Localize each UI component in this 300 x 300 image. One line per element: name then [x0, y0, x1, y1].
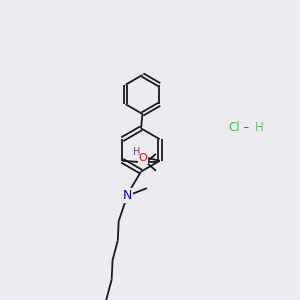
Text: Cl: Cl: [228, 121, 240, 134]
Text: –: –: [240, 122, 253, 133]
Text: H: H: [255, 121, 264, 134]
Text: N: N: [123, 189, 132, 202]
Text: O: O: [139, 153, 148, 163]
Text: H: H: [133, 147, 140, 158]
